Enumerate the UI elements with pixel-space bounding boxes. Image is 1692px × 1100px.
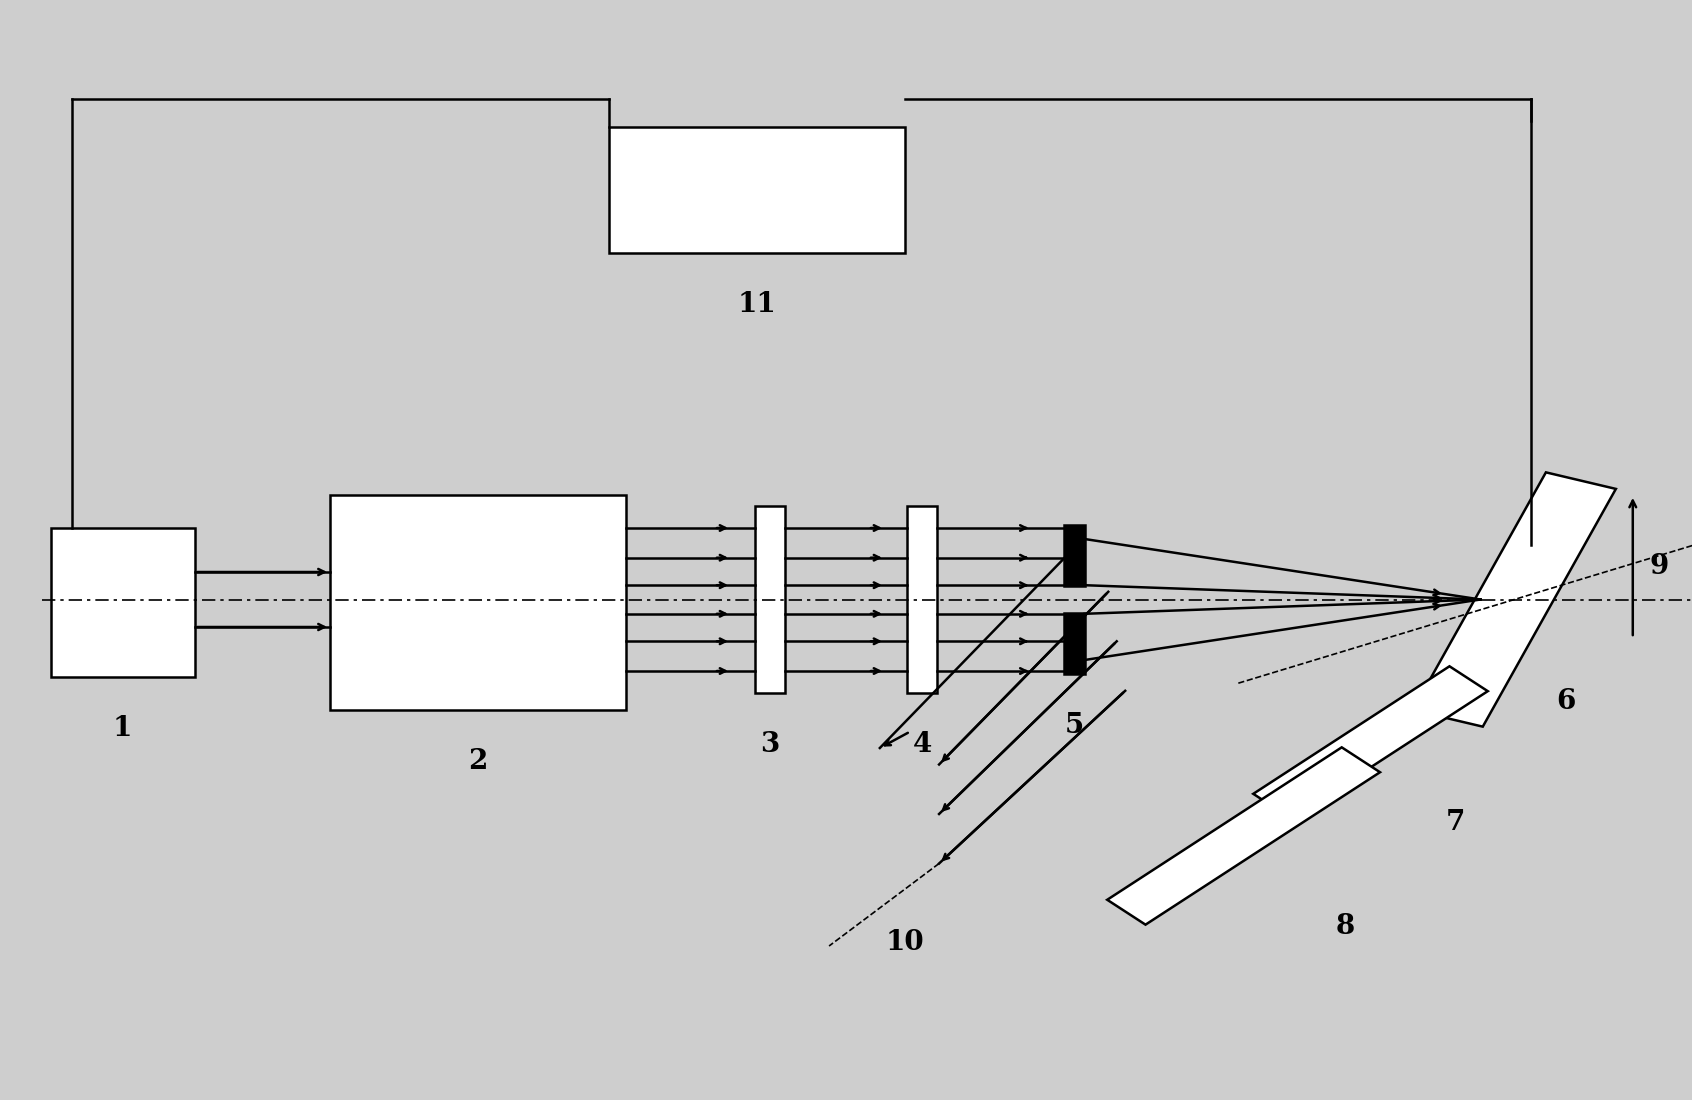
Bar: [1064, 614, 1085, 673]
Text: 8: 8: [1335, 913, 1355, 940]
Bar: [1064, 526, 1085, 585]
Polygon shape: [1413, 472, 1616, 727]
Bar: [609, 126, 905, 253]
Text: 11: 11: [738, 292, 777, 319]
Text: 4: 4: [912, 732, 932, 759]
Text: 10: 10: [887, 930, 924, 957]
Bar: [330, 495, 626, 710]
Bar: [51, 528, 195, 676]
Polygon shape: [1107, 747, 1381, 925]
Text: 1: 1: [113, 715, 132, 742]
Bar: [755, 506, 785, 693]
Text: 2: 2: [469, 748, 487, 775]
Bar: [907, 506, 937, 693]
Text: 6: 6: [1557, 689, 1575, 715]
Polygon shape: [1254, 667, 1487, 818]
Text: 7: 7: [1445, 808, 1465, 836]
Text: 9: 9: [1650, 553, 1668, 580]
Text: 5: 5: [1064, 713, 1085, 739]
Text: 3: 3: [760, 732, 780, 759]
